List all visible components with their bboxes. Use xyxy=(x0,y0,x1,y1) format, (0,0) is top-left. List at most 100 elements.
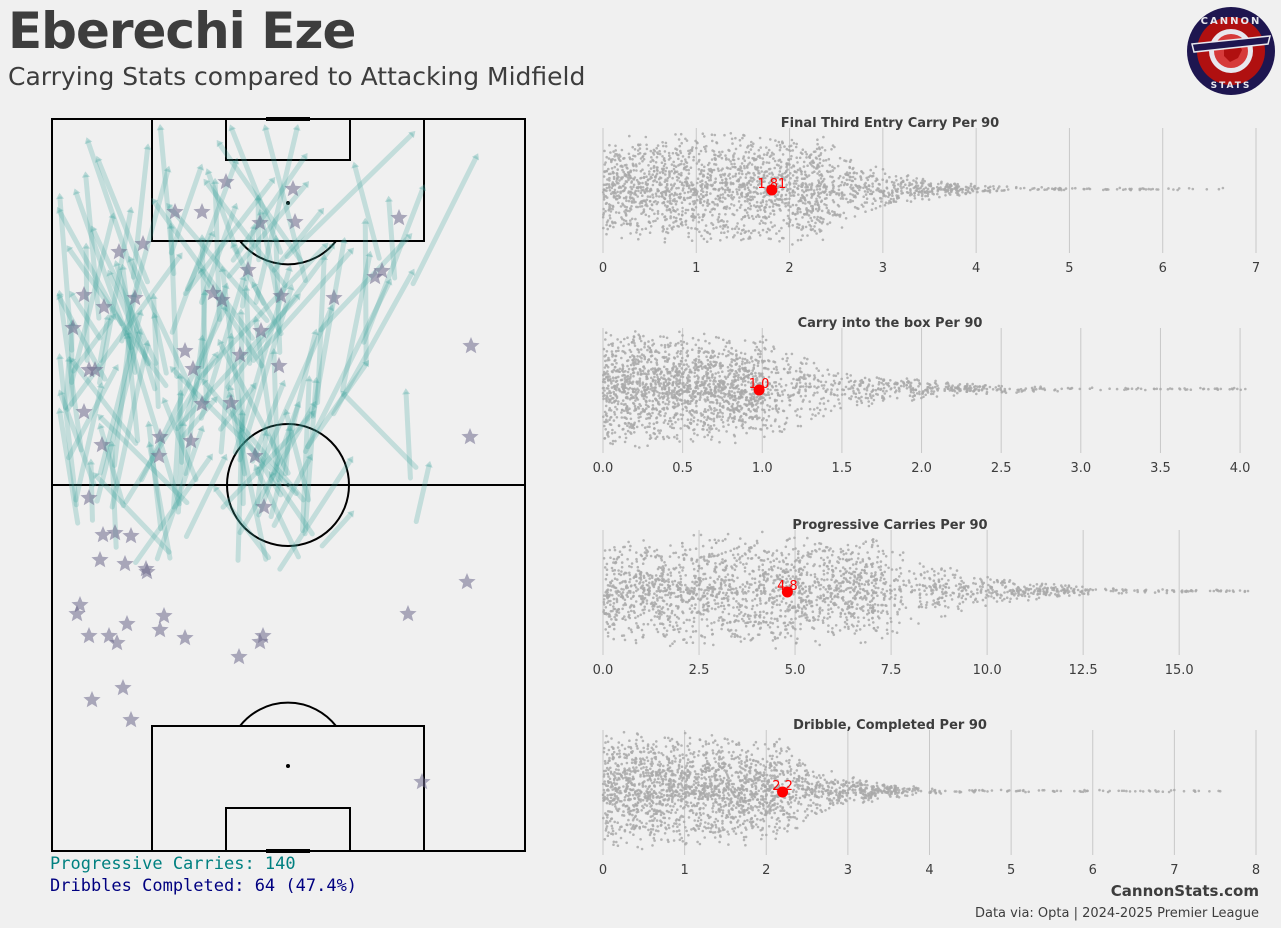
carry-arrow xyxy=(125,336,141,444)
swarm-dot xyxy=(722,382,726,385)
swarm-dot xyxy=(734,386,737,390)
swarm-dot xyxy=(689,438,693,441)
swarm-dot xyxy=(621,165,624,168)
swarm-dot xyxy=(841,197,845,200)
swarm-dot xyxy=(692,398,695,401)
swarm-dot xyxy=(816,378,820,382)
swarm-dot xyxy=(677,164,680,167)
swarm-dot xyxy=(675,200,678,203)
swarm-dot xyxy=(719,181,722,185)
swarm-dot xyxy=(678,371,682,374)
swarm-dot xyxy=(614,149,617,152)
dribble-star xyxy=(193,395,211,412)
swarm-dot xyxy=(774,371,778,375)
swarm-dot xyxy=(867,384,870,388)
swarm-dot xyxy=(842,589,846,593)
swarm-dot xyxy=(603,366,607,369)
swarm-dot xyxy=(697,346,701,350)
swarm-dot xyxy=(604,628,607,631)
swarm-dot xyxy=(660,343,663,347)
swarm-dot xyxy=(1246,589,1250,593)
swarm-dot xyxy=(630,191,634,195)
swarm-dot xyxy=(737,373,740,377)
swarm-dot xyxy=(648,346,652,350)
swarm-dot xyxy=(788,403,792,407)
swarm-dot xyxy=(706,372,709,376)
swarm-dot xyxy=(811,207,815,211)
swarm-dot xyxy=(816,215,819,219)
carry-arrowhead xyxy=(305,453,313,461)
dribble-star xyxy=(116,555,134,572)
carry-arrowhead xyxy=(249,382,257,390)
swarm-dot xyxy=(703,184,707,187)
swarm-dot xyxy=(1008,387,1011,391)
swarm-dot xyxy=(890,180,894,184)
swarm-dot xyxy=(723,395,726,398)
swarm-dot xyxy=(781,200,784,204)
swarm-dot xyxy=(826,222,829,226)
carry-arrowhead xyxy=(278,379,287,387)
swarm-dot xyxy=(729,412,732,416)
swarm-dot xyxy=(905,187,909,190)
swarm-dot xyxy=(780,551,783,555)
swarm-dot xyxy=(655,194,658,198)
swarm-dot xyxy=(882,383,885,386)
swarm-dot xyxy=(627,191,630,195)
swarm-dot xyxy=(689,166,693,169)
swarm-dot xyxy=(642,211,645,214)
swarm-dot xyxy=(717,336,720,340)
swarm-dot xyxy=(763,210,767,213)
swarm-dot xyxy=(798,415,802,419)
dribble-star xyxy=(284,180,302,197)
swarm-dot xyxy=(914,189,918,192)
swarm-dot xyxy=(688,402,692,405)
swarm-dot xyxy=(779,165,783,169)
swarm-dot xyxy=(833,404,836,408)
swarm-dot xyxy=(846,173,850,177)
swarm-dot xyxy=(755,187,758,190)
swarm-dot xyxy=(676,179,679,182)
carry-arrow xyxy=(198,269,265,369)
swarm-dot xyxy=(912,398,916,401)
swarm-dot xyxy=(688,375,691,379)
swarm-dot xyxy=(674,210,677,213)
swarm-dot xyxy=(672,194,676,197)
swarm-dot xyxy=(718,150,721,154)
swarm-dot xyxy=(794,212,797,216)
swarm-dot xyxy=(829,175,832,178)
swarm-dot xyxy=(676,402,680,405)
swarm-dot xyxy=(713,388,717,392)
carry-arrowhead xyxy=(213,485,221,493)
swarm-dot xyxy=(697,361,700,364)
swarm-dot xyxy=(781,175,784,179)
swarm-dot xyxy=(722,206,726,210)
swarm-dot xyxy=(975,187,979,191)
swarm-dot xyxy=(807,220,810,224)
carry-arrow xyxy=(94,331,143,504)
tick-label: 0.5 xyxy=(672,461,693,476)
swarm-dot xyxy=(893,184,896,187)
swarm-dot xyxy=(973,187,977,190)
swarm-dot xyxy=(611,172,615,175)
swarm-dot xyxy=(723,188,727,192)
swarm-dot xyxy=(602,347,606,351)
swarm-dot xyxy=(861,381,865,384)
swarm-dot xyxy=(652,170,656,173)
swarm-dot xyxy=(813,385,816,388)
swarm-dot xyxy=(663,626,666,630)
swarm-dot xyxy=(649,360,653,364)
swarm-dot xyxy=(669,215,672,218)
swarm-dot xyxy=(697,358,701,362)
carry-arrowhead xyxy=(126,206,135,214)
swarm-dot xyxy=(910,585,913,588)
swarm-dot xyxy=(996,388,1000,391)
swarm-dot xyxy=(682,187,685,190)
swarm-dot xyxy=(953,187,956,190)
swarm-dot xyxy=(1178,387,1181,390)
carry-arrowhead xyxy=(311,376,320,384)
carry-arrowhead xyxy=(149,292,158,300)
swarm-dot xyxy=(802,375,806,378)
swarm-dot xyxy=(758,172,761,175)
swarm-dot xyxy=(994,386,998,389)
swarm-dot xyxy=(788,220,792,224)
